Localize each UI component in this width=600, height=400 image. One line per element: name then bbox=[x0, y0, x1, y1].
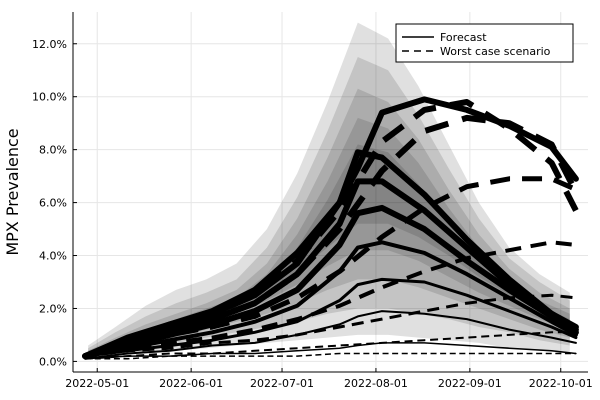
uncertainty-band-1 bbox=[88, 22, 570, 359]
x-tick-label: 2022-10-01 bbox=[529, 377, 593, 390]
legend: Forecast Worst case scenario bbox=[395, 23, 574, 63]
y-axis-title: MPX Prevalence bbox=[3, 128, 22, 255]
x-tick-label: 2022-08-01 bbox=[344, 377, 408, 390]
legend-box bbox=[395, 23, 574, 63]
y-tick-label: 10.0% bbox=[32, 91, 67, 104]
worst-case-line-1 bbox=[85, 352, 576, 360]
x-tick-label: 2022-05-01 bbox=[65, 377, 129, 390]
y-tick-label: 8.0% bbox=[39, 144, 67, 157]
forecast-line-2 bbox=[84, 310, 577, 360]
y-tick-label: 2.0% bbox=[39, 302, 67, 315]
y-tick-label: 12.0% bbox=[32, 38, 67, 51]
worst-case-line-7 bbox=[84, 114, 579, 359]
forecast-line-8 bbox=[82, 204, 579, 360]
worst-case-line-5 bbox=[84, 176, 577, 359]
forecast-line-3 bbox=[83, 277, 578, 358]
uncertainty-band-2 bbox=[88, 57, 570, 359]
x-tick-label: 2022-07-01 bbox=[250, 377, 314, 390]
y-tick-label: 0.0% bbox=[39, 355, 67, 368]
y-tick-label: 6.0% bbox=[39, 197, 67, 210]
axes bbox=[72, 12, 588, 373]
worst-case-line-2 bbox=[85, 331, 576, 360]
worst-case-line-4 bbox=[84, 240, 577, 359]
forecast-line-4 bbox=[83, 240, 578, 359]
y-tick-label: 4.0% bbox=[39, 250, 67, 263]
legend-label-worst-case: Worst case scenario bbox=[440, 45, 551, 58]
x-tick-label: 2022-06-01 bbox=[159, 377, 223, 390]
ticks: 0.0% 2.0% 4.0% 6.0% 8.0% 10.0% 12.0% 2022-05-01… bbox=[32, 38, 593, 390]
series-lines bbox=[82, 96, 579, 360]
legend-label-forecast: Forecast bbox=[440, 31, 487, 44]
x-tick-label: 2022-09-01 bbox=[438, 377, 502, 390]
